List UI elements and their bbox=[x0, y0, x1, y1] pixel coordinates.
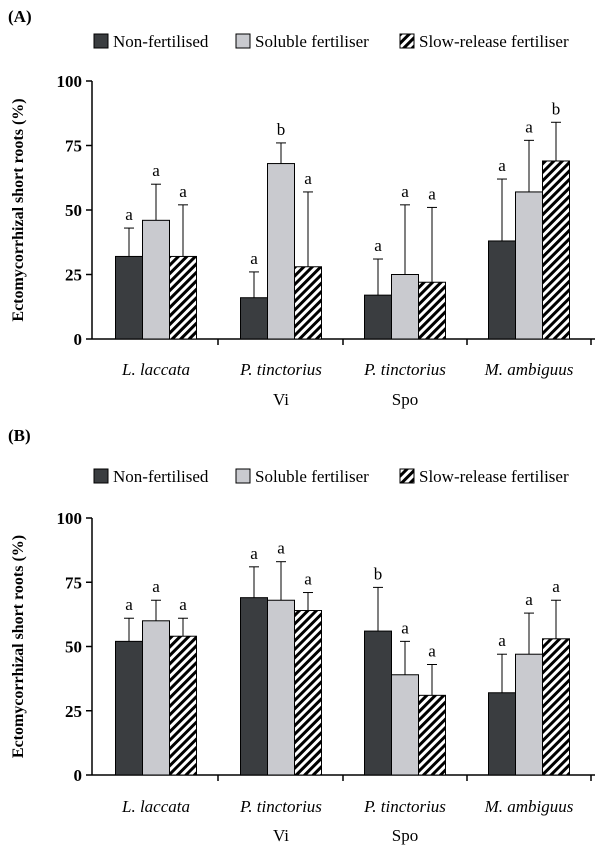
bar bbox=[115, 640, 143, 776]
x-tick-label: L. laccata bbox=[121, 797, 190, 816]
legend-swatch bbox=[93, 468, 109, 484]
y-tick-label: 25 bbox=[65, 702, 82, 721]
bar bbox=[142, 219, 170, 340]
bar bbox=[169, 255, 197, 340]
bar bbox=[391, 274, 419, 340]
bar bbox=[115, 255, 143, 340]
legend-swatch bbox=[235, 468, 251, 484]
significance-letter: a bbox=[179, 595, 187, 614]
significance-letter: a bbox=[125, 205, 133, 224]
panel-label: (B) bbox=[8, 426, 31, 445]
legend: Non-fertilised Soluble fertiliser Slow-rel… bbox=[93, 32, 569, 51]
y-tick-label: 25 bbox=[65, 266, 82, 285]
significance-letter: a bbox=[179, 182, 187, 201]
significance-letter: b bbox=[374, 564, 383, 583]
significance-letter: a bbox=[525, 590, 533, 609]
x-tick-label: M. ambiguus bbox=[484, 797, 574, 816]
y-axis-label: Ectomycorrhizal short roots (%) bbox=[10, 535, 27, 758]
bar bbox=[364, 630, 392, 776]
bar bbox=[418, 694, 446, 776]
bar bbox=[542, 160, 570, 340]
legend: Non-fertilised Soluble fertiliser Slow-rel… bbox=[93, 467, 569, 486]
significance-letter: a bbox=[428, 641, 436, 660]
y-tick-label: 100 bbox=[57, 72, 83, 91]
x-tick-sublabel: Spo bbox=[392, 390, 418, 409]
y-tick-label: 0 bbox=[74, 330, 83, 349]
bar bbox=[488, 240, 516, 340]
bar bbox=[169, 635, 197, 776]
chart-panel-b: (B) Non-fertilised Soluble fertiliser Slow-… bbox=[8, 426, 595, 845]
bar bbox=[267, 599, 295, 776]
bar bbox=[294, 610, 322, 776]
bar bbox=[515, 653, 543, 776]
legend-swatch bbox=[399, 33, 415, 49]
significance-letter: b bbox=[552, 99, 561, 118]
y-tick-label: 75 bbox=[65, 573, 82, 592]
legend-label: Soluble fertiliser bbox=[255, 32, 369, 51]
legend-swatch bbox=[399, 468, 415, 484]
bar bbox=[418, 281, 446, 340]
significance-letter: a bbox=[152, 161, 160, 180]
bar bbox=[267, 163, 295, 340]
significance-letter: a bbox=[552, 577, 560, 596]
x-tick-sublabel: Vi bbox=[273, 826, 289, 845]
significance-letter: b bbox=[277, 120, 286, 139]
legend-label: Non-fertilised bbox=[113, 32, 209, 51]
significance-letter: a bbox=[125, 595, 133, 614]
significance-letter: a bbox=[152, 577, 160, 596]
y-tick-label: 50 bbox=[65, 201, 82, 220]
y-tick-label: 100 bbox=[57, 509, 83, 528]
significance-letter: a bbox=[304, 169, 312, 188]
bar bbox=[391, 674, 419, 776]
bar bbox=[488, 692, 516, 776]
bar bbox=[240, 297, 268, 340]
significance-letter: a bbox=[374, 236, 382, 255]
legend-label: Non-fertilised bbox=[113, 467, 209, 486]
significance-letter: a bbox=[401, 618, 409, 637]
significance-letter: a bbox=[498, 631, 506, 650]
bar bbox=[542, 638, 570, 776]
legend-label: Slow-release fertiliser bbox=[419, 467, 569, 486]
bar bbox=[515, 191, 543, 340]
bar bbox=[240, 597, 268, 776]
significance-letter: a bbox=[304, 570, 312, 589]
legend-swatch bbox=[93, 33, 109, 49]
significance-letter: a bbox=[401, 182, 409, 201]
bar bbox=[364, 294, 392, 340]
y-tick-label: 0 bbox=[74, 766, 83, 785]
significance-letter: a bbox=[428, 184, 436, 203]
x-tick-label: L. laccata bbox=[121, 360, 190, 379]
x-tick-label: P. tinctorius bbox=[239, 360, 322, 379]
x-tick-label: P. tinctorius bbox=[363, 360, 446, 379]
bar bbox=[142, 620, 170, 776]
legend-label: Soluble fertiliser bbox=[255, 467, 369, 486]
y-tick-label: 50 bbox=[65, 638, 82, 657]
legend-label: Slow-release fertiliser bbox=[419, 32, 569, 51]
x-tick-label: P. tinctorius bbox=[239, 797, 322, 816]
significance-letter: a bbox=[498, 156, 506, 175]
legend-swatch bbox=[235, 33, 251, 49]
x-tick-sublabel: Vi bbox=[273, 390, 289, 409]
chart-panel-a: (A) Non-fertilised Soluble fertiliser Slow-… bbox=[8, 7, 595, 409]
y-axis-label: Ectomycorrhizal short roots (%) bbox=[10, 98, 27, 321]
significance-letter: a bbox=[525, 117, 533, 136]
significance-letter: a bbox=[250, 249, 258, 268]
x-tick-label: M. ambiguus bbox=[484, 360, 574, 379]
panel-label: (A) bbox=[8, 7, 32, 26]
x-tick-sublabel: Spo bbox=[392, 826, 418, 845]
bar bbox=[294, 266, 322, 340]
significance-letter: a bbox=[250, 544, 258, 563]
y-tick-label: 75 bbox=[65, 137, 82, 156]
significance-letter: a bbox=[277, 539, 285, 558]
x-tick-label: P. tinctorius bbox=[363, 797, 446, 816]
